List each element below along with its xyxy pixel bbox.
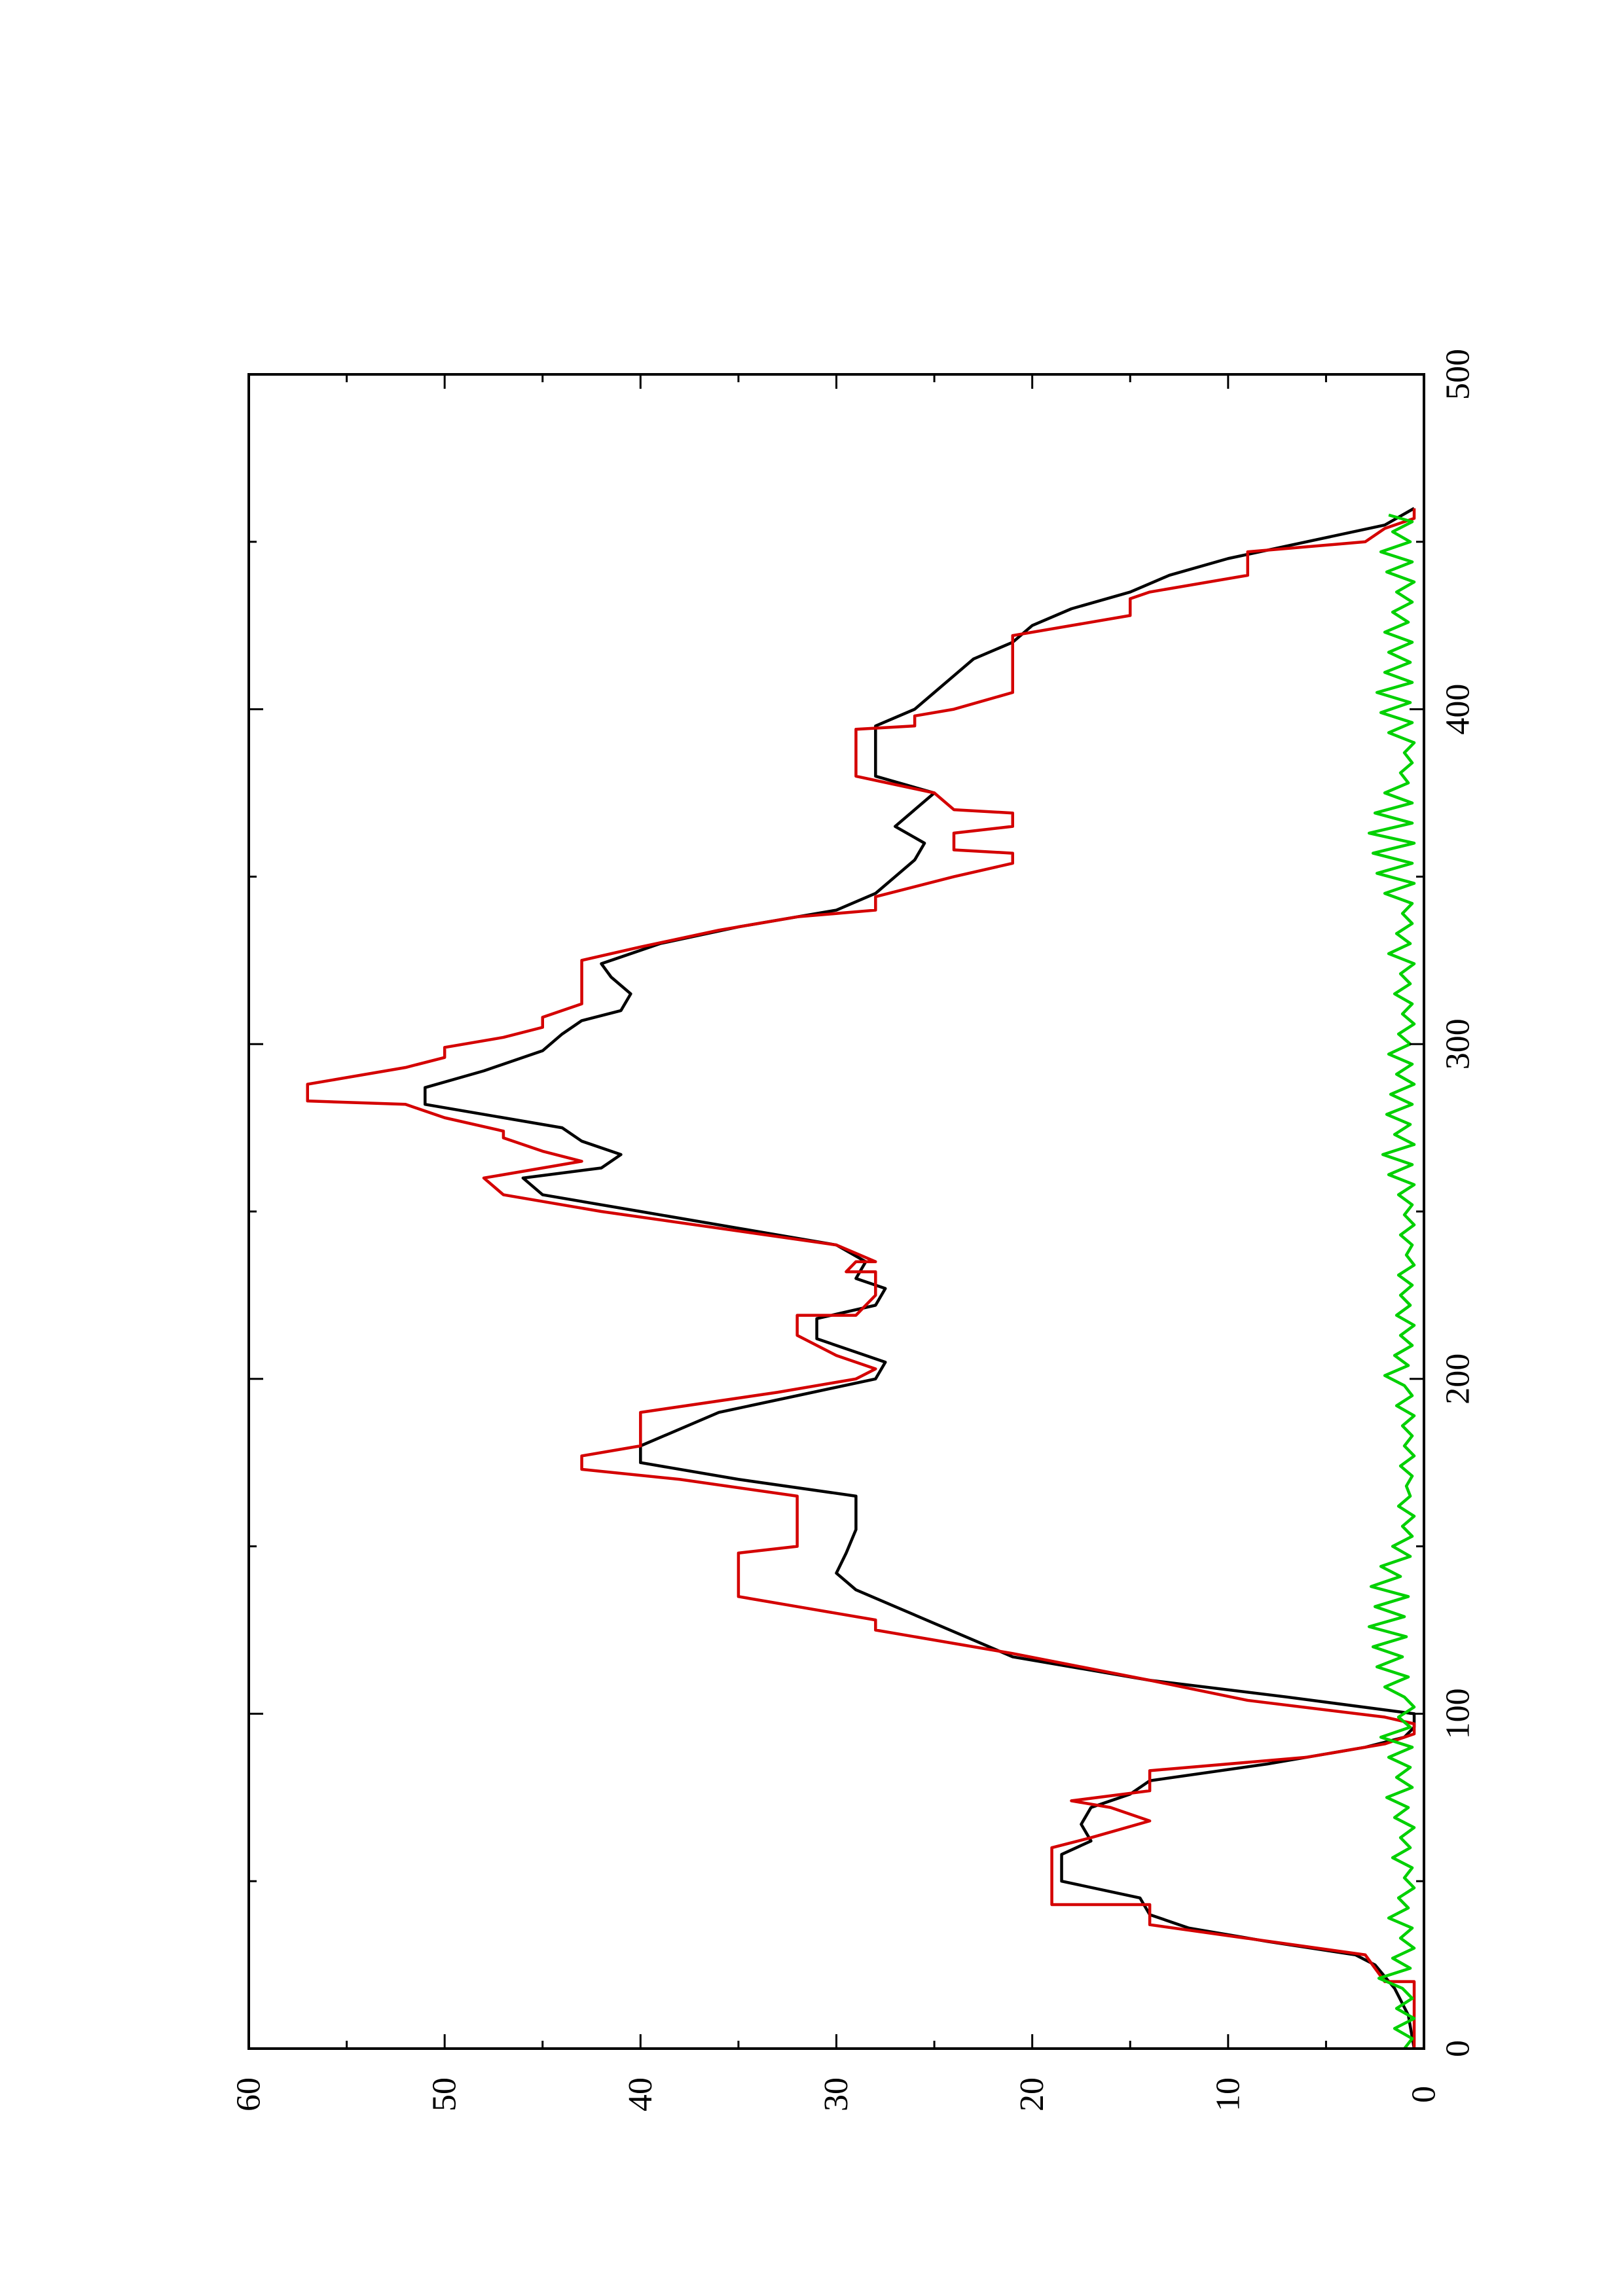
series-layer [306, 507, 1416, 2049]
series-line-1 [424, 507, 1416, 2049]
x-tick-label: 100 [1440, 1688, 1477, 1739]
y-tick-label: 10 [1209, 2077, 1247, 2111]
y-tick-label: 20 [1013, 2077, 1051, 2111]
x-tick-label: 500 [1440, 349, 1477, 400]
y-tick-label: 30 [818, 2077, 855, 2111]
y-tick-label: 0 [1406, 2086, 1443, 2103]
x-tick-label: 300 [1440, 1018, 1477, 1069]
series-line-3 [1367, 513, 1416, 2049]
series-line-2 [306, 508, 1416, 2049]
x-tick-label: 0 [1440, 2040, 1477, 2057]
y-tick-label: 60 [230, 2077, 268, 2111]
y-tick-label: 40 [622, 2077, 659, 2111]
y-tick-label: 50 [426, 2077, 464, 2111]
axes-layer: 0 100 200 300 400 500 0 10 20 30 40 50 60 [230, 349, 1477, 2111]
x-tick-label: 400 [1440, 684, 1477, 735]
x-tick-label: 200 [1440, 1354, 1477, 1405]
